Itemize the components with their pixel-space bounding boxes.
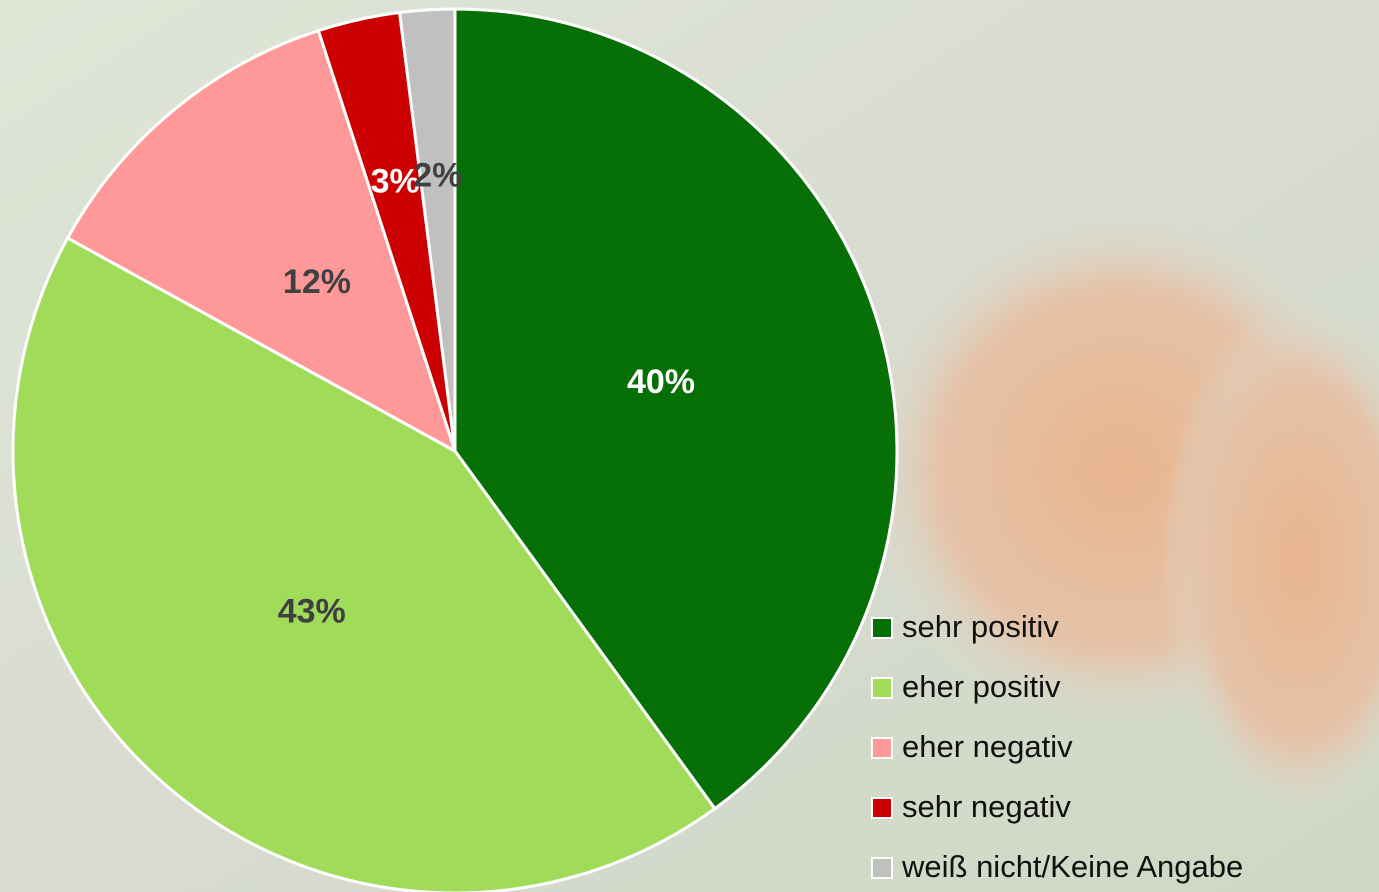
- legend-label: weiß nicht/Keine Angabe: [901, 849, 1243, 884]
- data-label: 3%: [371, 163, 420, 201]
- pie: 40% 43% 12% 3%2%: [11, 7, 899, 892]
- legend-swatch: [871, 797, 893, 819]
- legend-swatch: [871, 857, 893, 879]
- legend: sehr positiv eher positiv eher negativ sehr…: [871, 609, 1243, 884]
- legend-swatch: [871, 737, 893, 759]
- legend-label: eher negativ: [902, 729, 1073, 764]
- legend-label: sehr negativ: [902, 789, 1071, 824]
- legend-label: eher positiv: [902, 669, 1061, 704]
- legend-label: sehr positiv: [902, 609, 1059, 644]
- background-photo: [1160, 300, 1379, 820]
- data-label: 40%: [627, 363, 695, 401]
- pie-slice: [11, 236, 717, 892]
- pie-slice: [65, 28, 458, 455]
- data-label: 12%: [283, 263, 351, 301]
- pie-slice: [397, 7, 457, 452]
- data-label: 43%: [278, 592, 346, 630]
- data-label: 2%: [413, 156, 462, 194]
- pie-slice: [453, 7, 899, 811]
- legend-swatch: [871, 677, 893, 699]
- legend-swatch: [871, 617, 893, 639]
